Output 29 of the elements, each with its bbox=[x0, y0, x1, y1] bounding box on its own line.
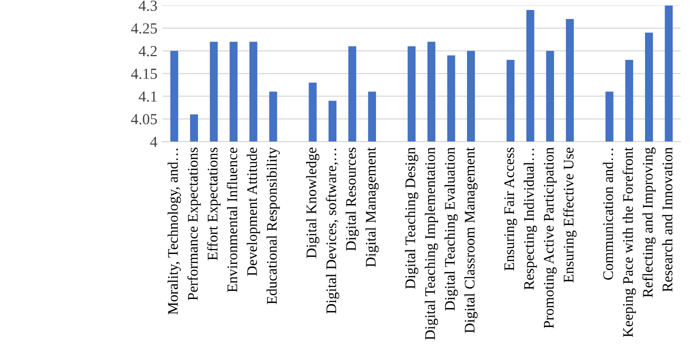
y-tick-label: 4.3 bbox=[138, 0, 157, 11]
x-tick-label: Digital Management bbox=[365, 147, 379, 267]
y-tick-label: 4.2 bbox=[138, 46, 157, 56]
x-tick-label: Digital Teaching Design bbox=[404, 147, 418, 289]
x-tick-label: Digital Teaching Implementation bbox=[424, 147, 438, 340]
x-tick-label: Environmental Influence bbox=[226, 148, 238, 292]
x-tick-label: Ensuring Fair Access bbox=[504, 148, 518, 271]
x-tick-label: Ensuring Effective Use bbox=[563, 148, 577, 283]
x-tick-label: Digital Teaching Evaluation bbox=[444, 147, 458, 311]
x-tick-label: Morality, Technology, and… bbox=[168, 148, 181, 314]
x-tick-label: Communication and… bbox=[602, 148, 614, 280]
x-tick-label: Effort Expectations bbox=[207, 148, 220, 260]
y-tick-label: 4.15 bbox=[131, 68, 157, 80]
x-tick-label: Digital Classroom Management bbox=[464, 147, 478, 334]
x-tick-label: Promoting Active Participation bbox=[544, 147, 557, 328]
x-tick-label: Respecting Individual… bbox=[524, 148, 537, 290]
x-tick-label: Digital Resources bbox=[346, 148, 359, 251]
x-tick-label: Performance Expectations bbox=[187, 148, 201, 300]
x-tick-label: Development Attitude bbox=[246, 148, 260, 276]
y-tick-label: 4.25 bbox=[131, 23, 157, 34]
x-tick-label: Digital Knowledge bbox=[306, 148, 320, 258]
y-tick-label: 4.05 bbox=[131, 114, 157, 124]
x-tick-label: Reflecting and Improving bbox=[642, 147, 656, 298]
x-tick-label: Educational Responsibility bbox=[266, 147, 280, 304]
y-tick-label: 4.1 bbox=[138, 91, 157, 102]
x-tick-label: Research and Innovation bbox=[662, 147, 672, 292]
x-tick-label: Digital Devices, software,… bbox=[326, 148, 340, 314]
x-tick-label: Keeping Pace with the Forefront bbox=[622, 147, 636, 338]
y-tick-label: 4 bbox=[150, 136, 158, 147]
